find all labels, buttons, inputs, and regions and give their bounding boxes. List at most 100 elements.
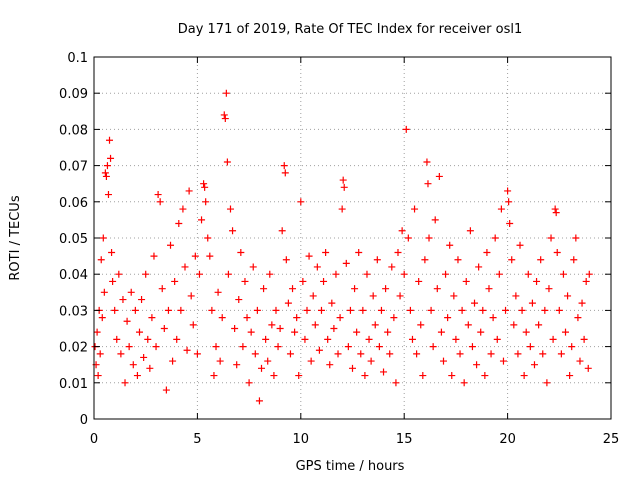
data-point-marker (578, 299, 586, 307)
data-point-marker (106, 136, 114, 144)
data-point-marker (210, 372, 218, 380)
data-point-marker (524, 270, 532, 278)
data-point-marker (301, 335, 309, 343)
data-point-marker (201, 183, 209, 191)
data-point-marker (320, 277, 328, 285)
data-point-marker (514, 350, 522, 358)
data-point-marker (156, 198, 164, 206)
data-point-marker (270, 372, 278, 380)
data-point-marker (584, 364, 592, 372)
data-point-marker (305, 252, 313, 260)
data-point-marker (307, 357, 315, 365)
chart-title: Day 171 of 2019, Rate Of TEC Index for r… (178, 22, 523, 37)
x-axis-label: GPS time / hours (296, 459, 405, 474)
data-point-marker (96, 350, 104, 358)
data-point-marker (585, 270, 593, 278)
data-point-marker (131, 306, 139, 314)
data-point-marker (458, 306, 466, 314)
data-point-marker (442, 270, 450, 278)
data-point-marker (266, 270, 274, 278)
data-point-marker (499, 357, 507, 365)
data-point-marker (505, 198, 513, 206)
data-point-marker (394, 248, 402, 256)
data-point-marker (495, 270, 503, 278)
data-point-marker (200, 180, 208, 188)
data-point-marker (208, 306, 216, 314)
data-point-marker (526, 343, 534, 351)
data-point-marker (334, 350, 342, 358)
data-point-marker (564, 292, 572, 300)
data-point-marker (423, 158, 431, 166)
data-point-marker (297, 198, 305, 206)
data-point-marker (247, 328, 255, 336)
data-point-marker (541, 306, 549, 314)
data-point-marker (330, 325, 338, 332)
y-tick-label: 0.05 (59, 232, 88, 247)
data-point-marker (274, 343, 282, 351)
data-point-marker (415, 277, 423, 285)
data-point-marker (140, 353, 148, 361)
data-point-marker (562, 328, 570, 336)
data-point-marker (417, 321, 425, 329)
data-point-marker (424, 180, 432, 188)
data-point-marker (497, 205, 505, 213)
data-point-marker (388, 263, 396, 271)
data-point-marker (559, 270, 567, 278)
data-point-marker (185, 187, 193, 195)
data-point-marker (400, 270, 408, 278)
data-point-marker (392, 379, 400, 387)
data-point-marker (537, 256, 545, 264)
data-point-marker (493, 335, 501, 343)
data-point-marker (202, 198, 210, 206)
data-point-marker (162, 386, 170, 394)
data-point-marker (160, 325, 168, 332)
data-point-marker (249, 263, 257, 271)
data-point-marker (502, 306, 510, 314)
data-point-marker (224, 270, 232, 278)
data-point-marker (313, 263, 321, 271)
data-point-marker (148, 314, 156, 322)
x-tick-label: 20 (499, 432, 516, 447)
data-point-marker (351, 285, 359, 293)
data-point-marker (281, 169, 289, 177)
data-point-marker (278, 227, 286, 235)
data-point-marker (516, 241, 524, 249)
data-point-marker (198, 216, 206, 224)
data-point-marker (315, 346, 323, 354)
data-point-marker (171, 277, 179, 285)
data-point-marker (119, 296, 127, 304)
data-point-marker (406, 306, 414, 314)
data-point-marker (390, 314, 398, 322)
data-point-marker (150, 252, 158, 260)
data-point-marker (93, 328, 101, 336)
data-point-marker (549, 335, 557, 343)
data-point-marker (322, 248, 330, 256)
data-point-marker (510, 321, 518, 329)
data-point-marker (193, 350, 201, 358)
data-point-marker (346, 306, 354, 314)
data-point-marker (152, 343, 160, 351)
data-point-marker (338, 205, 346, 213)
data-point-marker (433, 285, 441, 293)
data-point-marker (133, 372, 141, 380)
y-tick-label: 0.1 (67, 51, 88, 66)
data-point-marker (324, 335, 332, 343)
data-point-marker (109, 277, 117, 285)
data-point-marker (282, 256, 290, 264)
data-point-marker (191, 252, 199, 260)
data-point-marker (237, 248, 245, 256)
data-points (91, 89, 593, 405)
data-point-marker (173, 335, 181, 343)
data-point-marker (473, 361, 481, 369)
data-point-marker (115, 270, 123, 278)
data-point-marker (328, 299, 336, 307)
data-point-marker (551, 205, 559, 213)
data-point-marker (386, 350, 394, 358)
data-point-marker (125, 343, 133, 351)
data-point-marker (291, 328, 299, 336)
data-point-marker (231, 325, 239, 332)
data-point-marker (107, 154, 115, 162)
data-point-marker (251, 350, 259, 358)
data-point-marker (377, 306, 385, 314)
data-point-marker (555, 306, 563, 314)
